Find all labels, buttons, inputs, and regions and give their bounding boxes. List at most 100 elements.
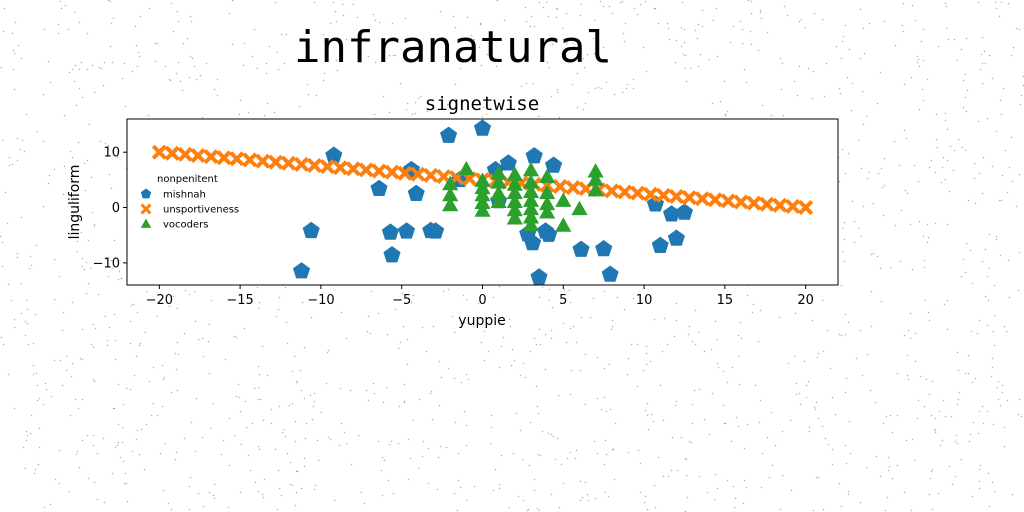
point-mishnah-13	[473, 119, 492, 136]
point-unsportiveness-10	[281, 155, 297, 171]
legend: nonpenitent mishnah unsportiveness vocoder…	[140, 174, 239, 231]
legend-marker-mishnah	[140, 188, 152, 199]
point-mishnah-2	[325, 146, 343, 163]
point-vocoders-18	[506, 210, 523, 225]
point-mishnah-29	[663, 205, 681, 222]
point-unsportiveness-43	[707, 192, 723, 208]
point-vocoders-26	[539, 168, 556, 184]
point-unsportiveness-16	[358, 162, 374, 178]
point-unsportiveness-42	[694, 191, 710, 207]
point-unsportiveness-12	[306, 158, 322, 173]
point-unsportiveness-15	[345, 161, 361, 177]
point-unsportiveness-8	[255, 153, 271, 169]
point-mishnah-26	[601, 265, 619, 282]
point-unsportiveness-13	[319, 159, 335, 175]
point-vocoders-24	[522, 208, 540, 224]
point-vocoders-10	[490, 174, 507, 189]
series-vocoders	[442, 160, 604, 232]
legend-items: mishnah unsportiveness vocoders	[140, 188, 239, 231]
legend-label-vocoders: vocoders	[163, 220, 208, 231]
point-mishnah-6	[398, 222, 416, 239]
point-vocoders-29	[539, 204, 556, 219]
point-vocoders-12	[490, 193, 507, 208]
point-unsportiveness-50	[798, 200, 814, 215]
point-unsportiveness-21	[423, 167, 439, 183]
x-tick-label: −20	[146, 293, 173, 308]
point-mishnah-28	[651, 236, 669, 253]
point-unsportiveness-9	[268, 154, 284, 170]
point-unsportiveness-17	[371, 163, 387, 179]
point-mishnah-31	[675, 203, 693, 220]
point-unsportiveness-19	[397, 165, 413, 181]
point-unsportiveness-36	[617, 184, 633, 200]
legend-title: nonpenitent	[157, 174, 218, 185]
point-mishnah-1	[302, 221, 320, 239]
point-unsportiveness-5	[216, 150, 232, 166]
point-vocoders-30	[555, 192, 572, 207]
x-tick-label: −15	[226, 293, 253, 308]
point-unsportiveness-40	[668, 189, 684, 204]
point-mishnah-30	[667, 229, 685, 246]
point-vocoders-7	[474, 194, 491, 210]
x-tick-label: 10	[636, 293, 653, 308]
point-unsportiveness-31	[552, 179, 568, 194]
point-vocoders-21	[522, 183, 540, 198]
point-unsportiveness-3	[190, 148, 206, 163]
y-axis-label: linguliform	[67, 165, 83, 240]
point-vocoders-1	[442, 186, 459, 202]
point-mishnah-16	[499, 154, 517, 171]
point-mishnah-5	[383, 246, 401, 263]
point-mishnah-8	[407, 184, 425, 201]
point-unsportiveness-35	[604, 183, 620, 199]
point-mishnah-3	[370, 179, 388, 196]
point-unsportiveness-1	[164, 145, 180, 161]
data-markers	[151, 119, 814, 285]
point-unsportiveness-48	[772, 197, 788, 213]
point-unsportiveness-14	[332, 160, 348, 176]
x-axis-ticks: −20 −15 −10 −5 0 5 10 15 20	[146, 285, 814, 308]
point-unsportiveness-32	[565, 180, 581, 196]
point-vocoders-2	[442, 196, 459, 212]
legend-label-mishnah: mishnah	[163, 190, 206, 201]
point-vocoders-34	[587, 171, 604, 186]
point-vocoders-17	[506, 201, 523, 217]
figure-suptitle: infranatural	[294, 22, 612, 73]
x-tick-label: 0	[478, 293, 486, 308]
point-unsportiveness-2	[177, 146, 193, 162]
point-mishnah-10	[427, 222, 445, 239]
point-vocoders-33	[587, 163, 604, 178]
point-vocoders-15	[506, 184, 523, 200]
point-unsportiveness-22	[436, 169, 452, 184]
point-vocoders-27	[539, 184, 556, 200]
point-mishnah-4	[381, 223, 399, 240]
point-unsportiveness-4	[203, 149, 219, 165]
point-vocoders-16	[506, 193, 523, 208]
x-tick-label: −10	[307, 293, 334, 308]
point-mishnah-25	[595, 240, 613, 257]
y-axis-ticks: −10 0 10	[93, 146, 127, 271]
point-mishnah-11	[440, 126, 458, 143]
point-unsportiveness-0	[151, 144, 167, 160]
point-vocoders-9	[490, 165, 507, 180]
chart-title: signetwise	[425, 93, 539, 115]
point-vocoders-20	[522, 174, 540, 189]
point-vocoders-19	[522, 161, 540, 177]
legend-marker-vocoders	[140, 218, 152, 228]
point-vocoders-22	[522, 192, 540, 207]
point-unsportiveness-46	[746, 195, 762, 211]
point-vocoders-11	[490, 185, 507, 200]
y-tick-label: 10	[103, 146, 120, 161]
point-vocoders-14	[506, 176, 523, 191]
point-mishnah-0	[293, 262, 311, 279]
point-unsportiveness-6	[229, 151, 245, 167]
point-unsportiveness-44	[720, 193, 736, 209]
point-unsportiveness-18	[384, 164, 400, 180]
point-mishnah-20	[530, 268, 548, 285]
y-tick-label: 0	[112, 201, 120, 216]
point-unsportiveness-41	[681, 190, 697, 206]
x-tick-label: 15	[717, 293, 734, 308]
point-mishnah-24	[572, 240, 590, 257]
series-unsportiveness	[151, 144, 814, 215]
point-vocoders-35	[587, 181, 604, 197]
